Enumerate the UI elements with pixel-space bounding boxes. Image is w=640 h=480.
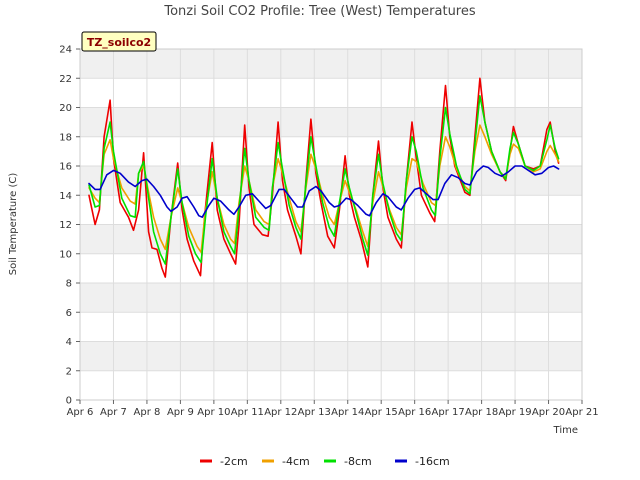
x-tick-label: Apr 9 bbox=[167, 407, 194, 418]
x-tick-label: Apr 10 bbox=[197, 407, 230, 418]
x-tick-label: Apr 17 bbox=[432, 407, 465, 418]
legend-label: -4cm bbox=[282, 455, 310, 468]
plot-band bbox=[80, 312, 582, 342]
plot-band bbox=[80, 341, 582, 371]
y-tick-label: 14 bbox=[59, 191, 72, 202]
y-tick-label: 2 bbox=[66, 366, 72, 377]
x-axis: Apr 6 Apr 7 Apr 8 Apr 9 Apr 10 Apr 11 Apr 12 Ap… bbox=[67, 400, 599, 418]
badge-label: TZ_soilco2 bbox=[87, 36, 151, 49]
y-tick-label: 16 bbox=[59, 162, 72, 173]
x-tick-label: Apr 8 bbox=[134, 407, 161, 418]
legend-label: -16cm bbox=[415, 455, 450, 468]
plot-band bbox=[80, 78, 582, 108]
x-tick-label: Apr 14 bbox=[331, 407, 364, 418]
x-tick-label: Apr 19 bbox=[498, 407, 531, 418]
x-tick-label: Apr 7 bbox=[100, 407, 127, 418]
plot-background bbox=[80, 49, 582, 400]
x-tick-label: Apr 15 bbox=[365, 407, 398, 418]
y-tick-label: 22 bbox=[59, 74, 72, 85]
series-lines bbox=[88, 77, 560, 278]
x-tick-label: Apr 12 bbox=[264, 407, 297, 418]
badge-box bbox=[81, 31, 157, 52]
y-tick-label: 12 bbox=[59, 220, 72, 231]
y-axis-title: Soil Temperature (C) bbox=[8, 173, 19, 276]
plot-band bbox=[80, 370, 582, 400]
x-tick-label: Apr 6 bbox=[67, 407, 94, 418]
x-tick-label: Apr 11 bbox=[231, 407, 264, 418]
y-tick-label: 8 bbox=[66, 279, 72, 290]
y-tick-label: 18 bbox=[59, 132, 72, 143]
y-tick-label: 20 bbox=[59, 103, 72, 114]
y-tick-label: 4 bbox=[66, 337, 72, 348]
x-tick-label: Apr 18 bbox=[465, 407, 498, 418]
series-line-16cm bbox=[88, 165, 560, 218]
legend-label: -8cm bbox=[344, 455, 372, 468]
plot-band bbox=[80, 136, 582, 166]
x-tick-label: Apr 21 bbox=[565, 407, 598, 418]
plot-band bbox=[80, 283, 582, 313]
legend-label: -2cm bbox=[220, 455, 248, 468]
x-tick-label: Apr 13 bbox=[298, 407, 331, 418]
y-tick-label: 10 bbox=[59, 249, 72, 260]
plot-band bbox=[80, 253, 582, 283]
y-tick-label: 6 bbox=[66, 308, 72, 319]
chart-title: Tonzi Soil CO2 Profile: Tree (West) Temp… bbox=[163, 4, 476, 19]
y-tick-label: 24 bbox=[59, 45, 72, 56]
x-tick-label: Apr 16 bbox=[398, 407, 431, 418]
x-tick-label: Apr 20 bbox=[532, 407, 565, 418]
plot-band bbox=[80, 166, 582, 196]
badge: TZ_soilco2 bbox=[81, 31, 157, 52]
series-line-4cm bbox=[88, 124, 560, 254]
plot-band bbox=[80, 107, 582, 137]
legend: -2cm -4cm -8cm -16cm bbox=[200, 455, 450, 468]
series-line-8cm bbox=[88, 95, 560, 265]
x-axis-title: Time bbox=[553, 425, 578, 436]
y-tick-label: 0 bbox=[66, 396, 72, 407]
plot-band bbox=[80, 49, 582, 79]
